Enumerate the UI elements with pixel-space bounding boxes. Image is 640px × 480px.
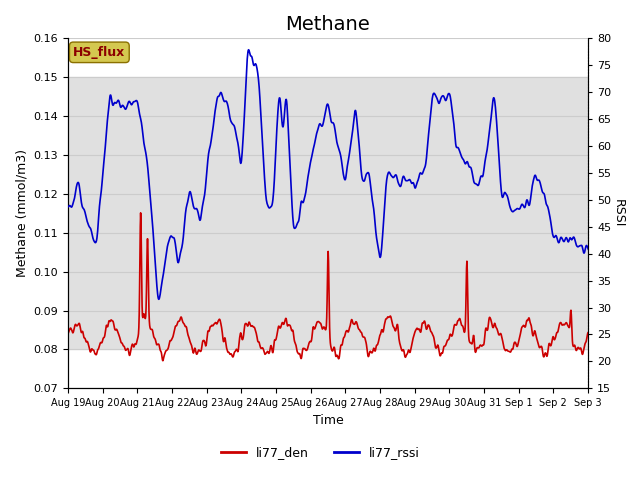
Y-axis label: Methane (mmol/m3): Methane (mmol/m3) xyxy=(15,149,28,277)
Title: Methane: Methane xyxy=(285,15,371,34)
X-axis label: Time: Time xyxy=(312,414,344,427)
Legend: li77_den, li77_rssi: li77_den, li77_rssi xyxy=(216,441,424,464)
Bar xyxy=(68,77,588,349)
Text: HS_flux: HS_flux xyxy=(73,46,125,59)
Y-axis label: RSSI: RSSI xyxy=(612,199,625,228)
